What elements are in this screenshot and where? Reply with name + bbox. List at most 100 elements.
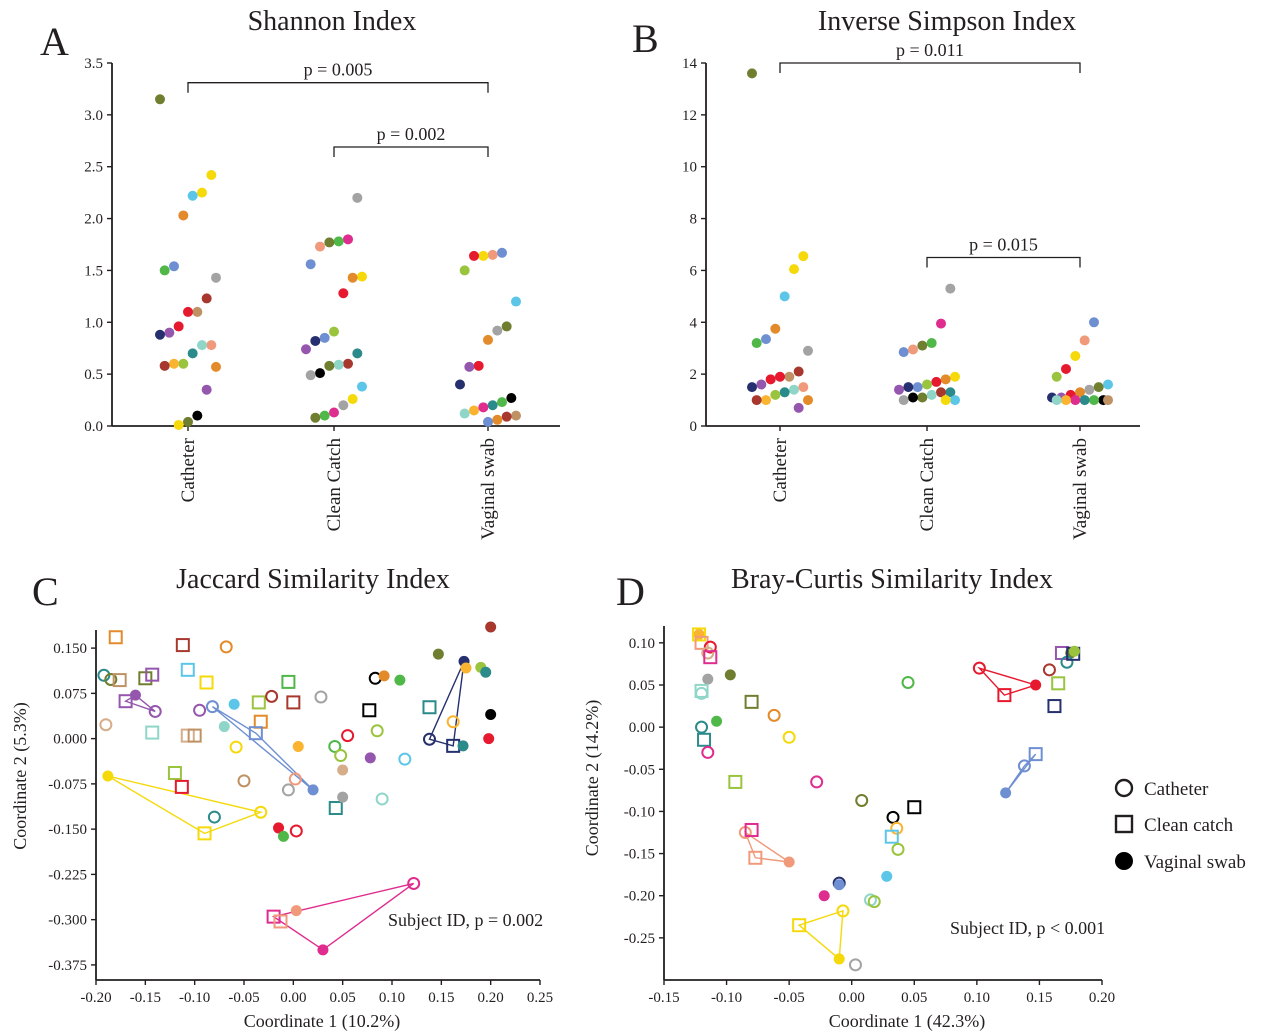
- data-point: [329, 326, 339, 337]
- data-point: [765, 374, 776, 385]
- clean-catch-point: [248, 726, 263, 741]
- catheter-point: [254, 805, 268, 819]
- data-point: [789, 384, 799, 395]
- p-value-label: p = 0.002: [377, 124, 446, 144]
- data-point: [793, 402, 804, 413]
- x-tick-label: 0.10: [379, 990, 405, 1006]
- significance-bracket: [926, 256, 1081, 268]
- catheter-point: [370, 724, 384, 738]
- category-label: Catheter: [770, 437, 791, 502]
- catheter-point: [193, 703, 207, 717]
- catheter-point: [703, 640, 717, 654]
- clean-catch-point: [187, 728, 202, 743]
- category-label: Clean Catch: [324, 438, 345, 532]
- data-point: [1089, 395, 1099, 406]
- clean-catch-point: [180, 662, 195, 677]
- panel-c-annotation: Subject ID, p = 0.002: [388, 910, 543, 930]
- p-value-label: p = 0.011: [896, 40, 964, 60]
- data-point: [747, 382, 757, 393]
- data-point: [931, 376, 942, 387]
- vaginal-swab-point: [1000, 787, 1012, 799]
- data-point: [936, 318, 946, 329]
- catheter-point: [328, 739, 342, 753]
- clean-catch-point: [328, 801, 343, 816]
- data-point: [459, 408, 470, 419]
- catheter-point: [695, 686, 709, 700]
- panel-letter-b: B: [632, 16, 659, 61]
- subject-group-outline: [977, 666, 1039, 696]
- data-point: [1051, 395, 1062, 406]
- vaginal-swab-point: [460, 662, 472, 674]
- data-point: [917, 392, 928, 403]
- data-point: [324, 360, 335, 371]
- data-point: [155, 94, 165, 105]
- data-point: [357, 381, 367, 392]
- y-tick-label: 0.0: [84, 419, 103, 435]
- data-point: [173, 321, 184, 332]
- x-tick-label: 0.15: [1026, 990, 1052, 1006]
- data-point: [310, 335, 321, 346]
- panel-b: B Inverse Simpson Index 0 2 4 6 8 10 12 14 Cathe…: [632, 6, 1140, 540]
- data-point: [333, 236, 344, 247]
- catheter-point: [767, 708, 781, 722]
- vaginal-swab-point: [218, 721, 230, 733]
- panel-b-title: Inverse Simpson Index: [818, 6, 1076, 37]
- data-point: [352, 348, 363, 359]
- x-tick-label: 0.20: [478, 990, 504, 1006]
- vaginal-swab-point: [337, 764, 349, 776]
- data-point: [159, 360, 170, 371]
- clean-catch-point: [112, 673, 127, 688]
- data-point: [798, 382, 809, 393]
- panel-a: A Shannon Index 0.0 0.5 1.0 1.5 2.0 2.5 3.0 3.5…: [40, 6, 560, 540]
- panel-d-annotation: Subject ID, p < 0.001: [950, 918, 1105, 938]
- y-tick-label: 1.5: [84, 263, 103, 279]
- data-point: [173, 419, 184, 430]
- vaginal-swab-point: [833, 879, 845, 891]
- clean-catch-point: [174, 779, 189, 794]
- vaginal-swab-point: [1068, 645, 1080, 657]
- legend-vaginal-swab-marker: [1115, 852, 1133, 870]
- x-tick-label: -0.05: [228, 990, 259, 1006]
- x-tick-label: 0.05: [901, 990, 927, 1006]
- panel-d-marks: -0.15 -0.10 -0.05 0.00 0.05 0.10 0.15 0.20 -0.25…: [624, 626, 1115, 1006]
- y-tick-label: 12: [682, 108, 697, 124]
- vaginal-swab-point: [317, 944, 329, 956]
- catheter-point: [695, 720, 709, 734]
- data-point: [324, 237, 335, 248]
- clean-catch-point: [692, 627, 707, 642]
- vaginal-swab-point: [394, 674, 406, 686]
- category-label: Clean Catch: [917, 438, 938, 532]
- data-point: [1061, 363, 1071, 374]
- panel-c-ylabel: Coordinate 2 (5.3%): [10, 702, 31, 849]
- data-point: [497, 397, 507, 408]
- data-point: [201, 293, 212, 304]
- clean-catch-point: [175, 638, 190, 653]
- category-label: Catheter: [178, 437, 199, 502]
- data-point: [1084, 384, 1095, 395]
- y-tick-label: -0.15: [624, 847, 655, 863]
- data-point: [761, 334, 771, 345]
- y-tick-label: 0.000: [53, 732, 87, 748]
- vaginal-swab-point: [292, 740, 304, 752]
- clean-catch-point: [118, 694, 133, 709]
- x-tick-label: 0.20: [1089, 990, 1115, 1006]
- data-point: [178, 210, 189, 221]
- panel-b-marks: 0 2 4 6 8 10 12 14 Catheter Clean Catch Vaginal sw…: [682, 40, 1140, 540]
- subject-group-outline: [271, 882, 415, 951]
- vaginal-swab-point: [485, 708, 497, 720]
- y-tick-label: 8: [690, 212, 698, 228]
- data-point: [455, 379, 465, 390]
- catheter-point: [446, 715, 460, 729]
- data-point: [1075, 387, 1085, 398]
- y-tick-label: -0.225: [48, 867, 87, 883]
- data-point: [315, 368, 325, 379]
- data-point: [950, 371, 960, 382]
- legend-clean-catch-label: Clean catch: [1144, 815, 1234, 836]
- data-point: [1093, 382, 1104, 393]
- subject-group-outline: [428, 661, 465, 747]
- data-point: [926, 338, 937, 349]
- catheter-point: [148, 704, 162, 718]
- y-tick-label: 0.00: [629, 720, 655, 736]
- x-tick-label: -0.15: [648, 990, 679, 1006]
